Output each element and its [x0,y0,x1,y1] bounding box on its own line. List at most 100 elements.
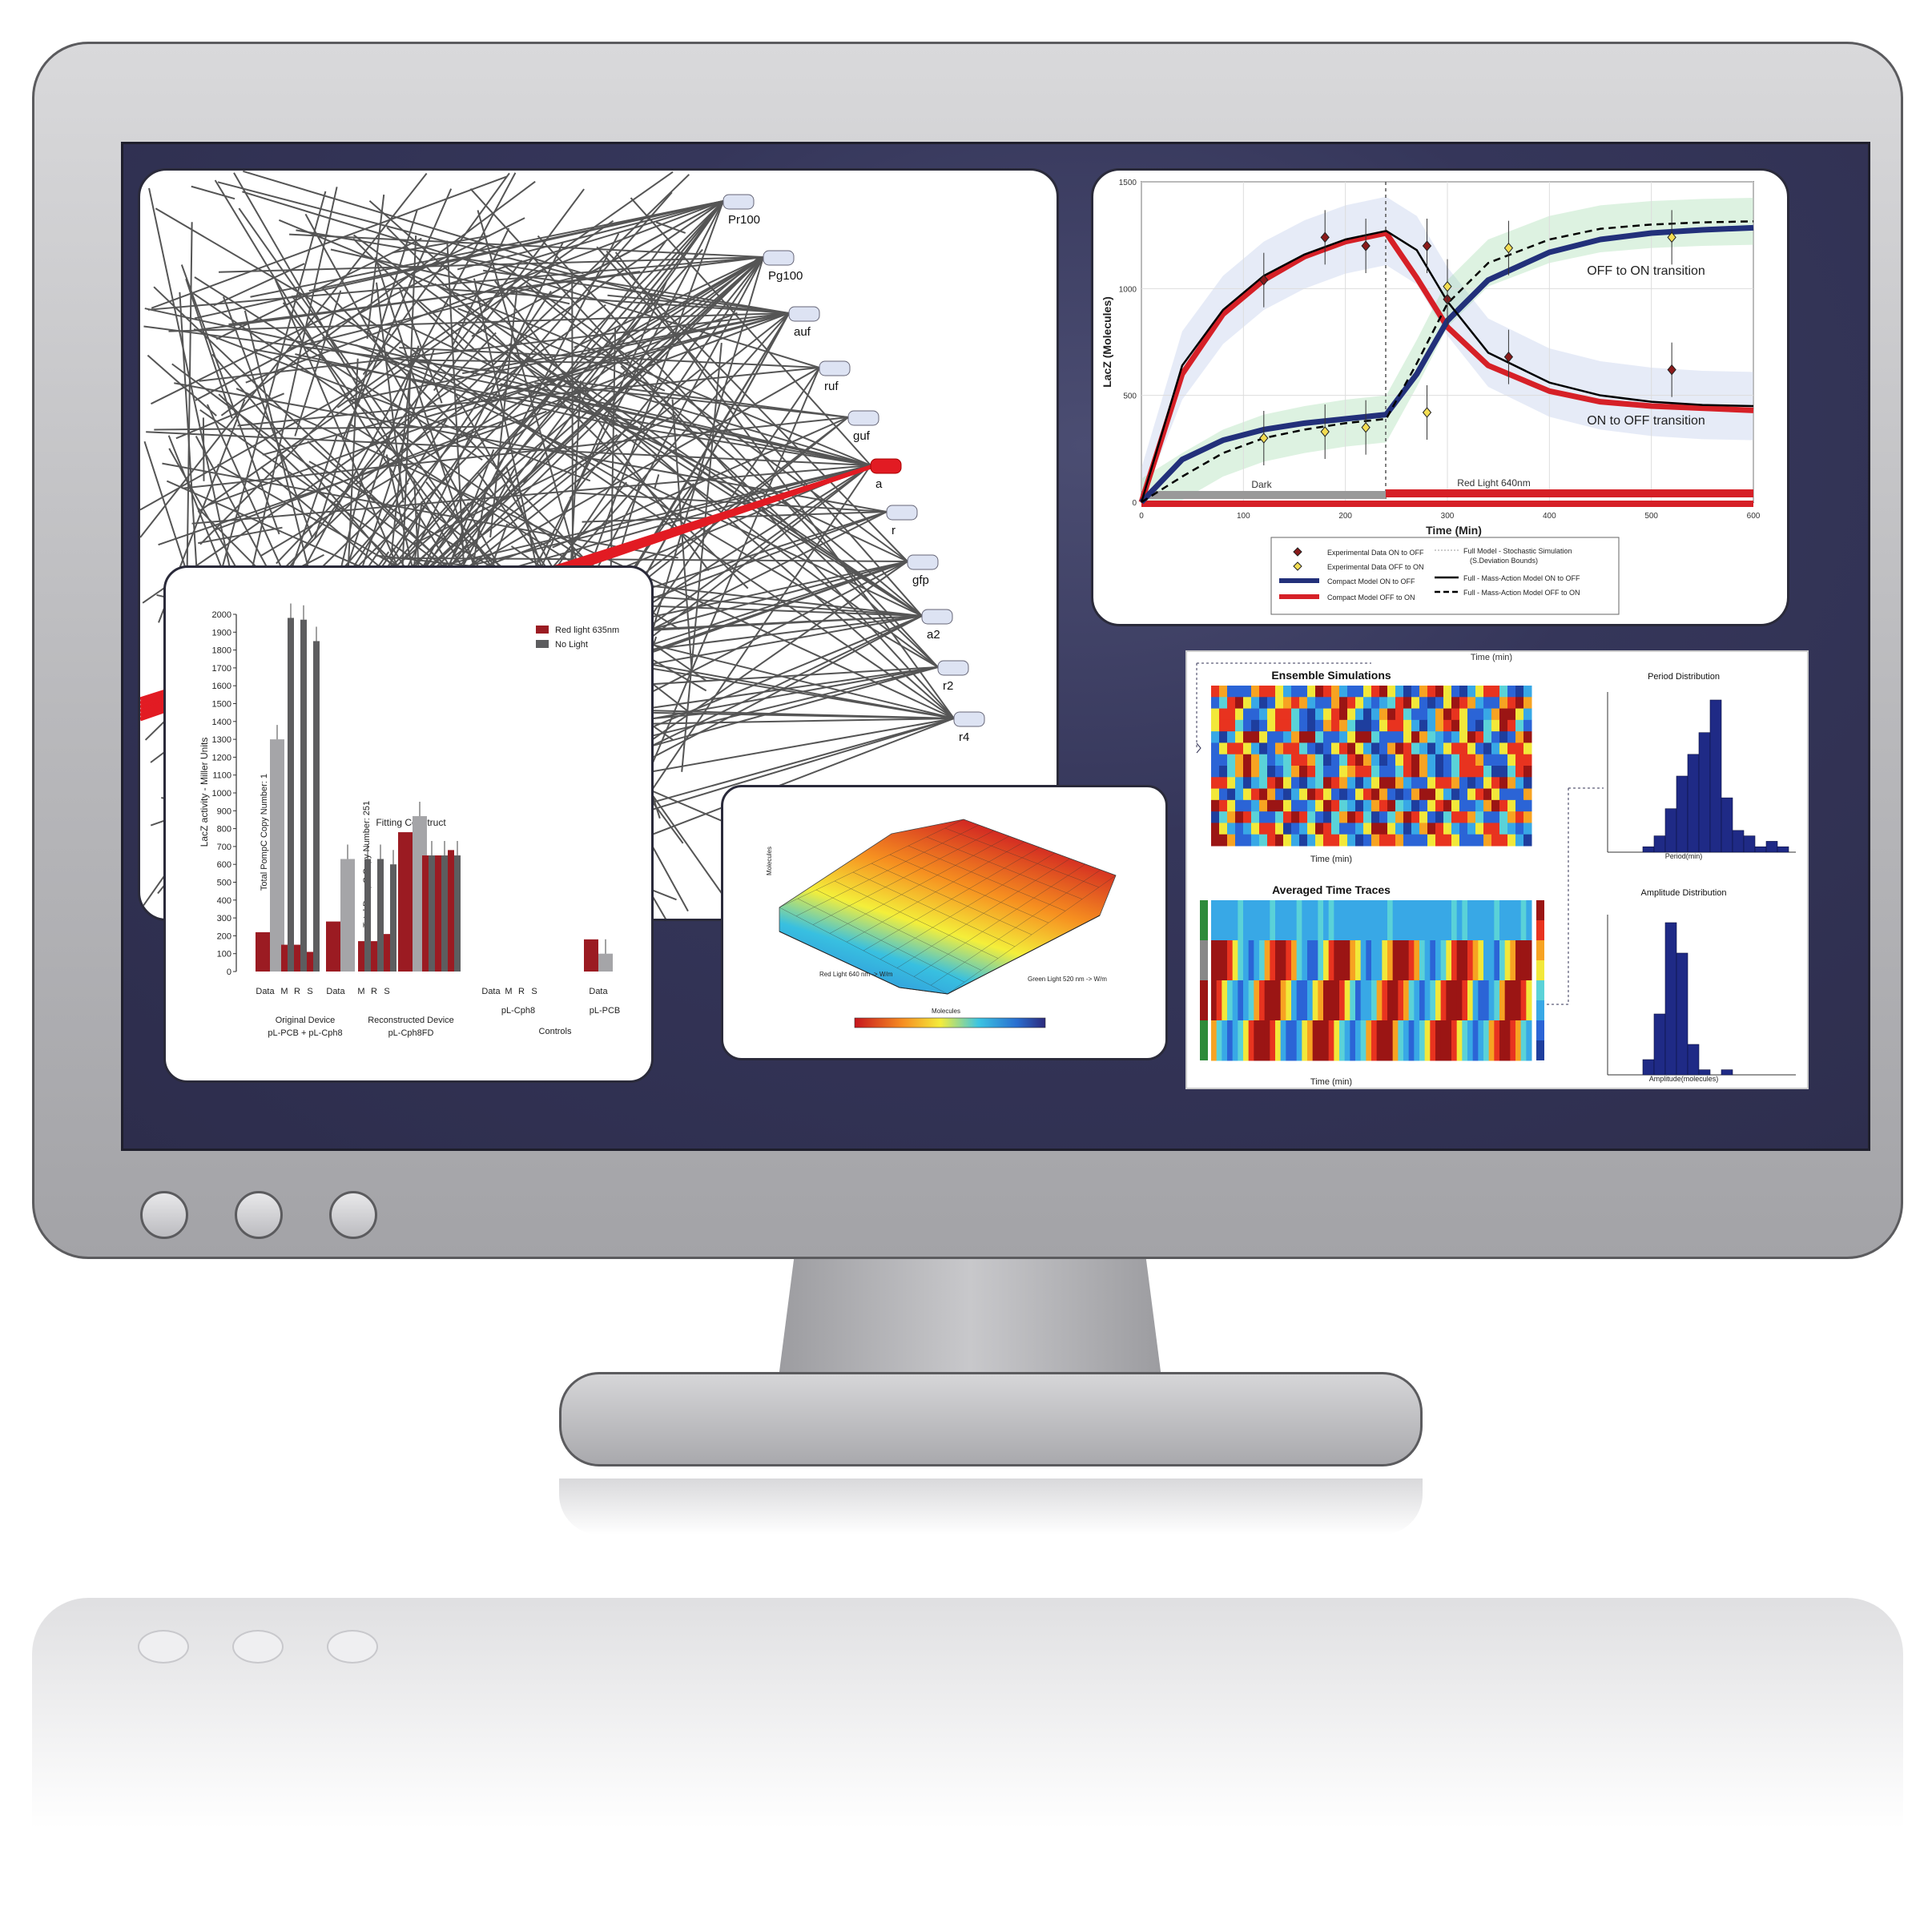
network-node-label: guf [853,429,871,443]
network-node[interactable] [921,609,953,625]
heatmap-cell [1507,686,1516,698]
heatmap-cell [1355,754,1364,766]
monitor-button-3[interactable] [329,1191,377,1239]
period-xlabel: Period(min) [1665,852,1703,860]
network-node[interactable] [886,505,918,521]
heatmap-cell [1515,697,1524,710]
heatmap-cell [1222,940,1228,981]
heatmap-cell [1526,1020,1532,1061]
heatmap-cell [1312,900,1318,941]
heatmap-cell [1430,980,1436,1021]
heatmap-cell [1299,811,1308,823]
network-node[interactable] [953,711,985,727]
x-tick-label: 0 [1139,512,1144,521]
heatmap-cell [1395,811,1404,823]
trace-group-stripe [1200,980,1208,1020]
heatmap-cell [1307,742,1316,755]
heatmap-cell [1296,940,1302,981]
heatmap-cell [1411,742,1420,755]
heatmap-cell [1467,823,1476,835]
heatmap-cell [1323,708,1332,721]
heatmap-cell [1507,811,1516,823]
network-node[interactable] [847,410,879,426]
network-node[interactable] [763,250,795,266]
heatmap-cell [1339,980,1346,1021]
heatmap-cell [1259,777,1268,790]
network-node[interactable] [870,458,902,474]
heatmap-cell [1475,697,1484,710]
group-4-sub: pL-PCB [590,1006,621,1016]
heatmap-cell [1499,1020,1506,1061]
heatmap-cell [1286,900,1292,941]
heatmap-cell [1379,766,1388,778]
y-tick-label: 500 [217,879,231,888]
monitor-button-2[interactable] [235,1191,283,1239]
network-edge [217,181,687,306]
heatmap-cell [1395,777,1404,790]
histogram-bar [1754,846,1767,853]
data-point [1320,231,1330,243]
heatmap-cell [1408,980,1415,1021]
heatmap-cell [1219,754,1228,766]
group-1-sub: pL-PCB + pL-Cph8 [268,1028,342,1038]
network-edge [147,256,764,311]
heatmap-cell [1435,900,1442,941]
histogram-bar [1777,846,1789,853]
heatmap-cell [1451,708,1460,721]
heatmap-cell [1227,834,1236,847]
heatmap-cell [1371,777,1380,790]
surface-panel: Molecules Red Light 640 nm -> W/m Green … [721,785,1168,1060]
heatmap-cell [1299,686,1308,698]
monitor-reflection [32,1598,1903,1854]
heatmap-cell [1307,686,1316,698]
heatmap-cell [1355,719,1364,732]
heatmap-cell [1371,719,1380,732]
network-edge [180,264,280,535]
x-tick-label: 600 [1747,512,1761,521]
heatmap-cell [1515,788,1524,801]
heatmap-cell [1491,766,1500,778]
heatmap-cell [1307,823,1316,835]
heatmap-colorbar-segment [1536,900,1544,920]
heatmap-cell [1419,980,1426,1021]
heatmap-cell [1395,834,1404,847]
monitor-button-1[interactable] [140,1191,188,1239]
amplitude-xlabel: Amplitude(molecules) [1649,1075,1719,1083]
heatmap-cell [1315,686,1324,698]
heatmap-cell [1515,686,1524,698]
heatmap-cell [1371,742,1380,755]
heatmap-cell [1510,900,1516,941]
heatmap-cell [1238,900,1244,941]
network-edge [569,256,764,499]
network-node[interactable] [722,194,755,210]
green-light-axis-label: Green Light 520 nm -> W/m [1028,976,1107,983]
heatmap-cell [1411,777,1420,790]
bar-red-light [256,931,270,972]
network-node[interactable] [907,554,939,570]
network-node[interactable] [819,360,851,376]
heatmap-cell [1243,834,1252,847]
heatmap-cell [1302,980,1308,1021]
heatmap-cell [1472,1020,1479,1061]
heatmap-cell [1443,766,1452,778]
heatmap-cell [1238,1020,1244,1061]
heatmap-cell [1363,823,1372,835]
network-node[interactable] [937,660,969,676]
network-edge [607,294,790,314]
heatmap-cell [1451,900,1458,941]
heatmap-cell [1299,766,1308,778]
network-node[interactable] [788,306,820,322]
heatmap-cell [1395,788,1404,801]
heatmap-cell [1283,811,1292,823]
heatmap-cell [1459,686,1468,698]
heatmap-cell [1371,686,1380,698]
heatmap-cell [1411,788,1420,801]
heatmap-cell [1283,686,1292,698]
heatmap-cell [1483,799,1492,812]
heatmap-cell [1467,742,1476,755]
heatmap-cell [1523,766,1532,778]
heatmap-cell [1347,697,1356,710]
heatmap-cell [1435,834,1444,847]
heatmap-cell [1275,719,1284,732]
y-tick-label: 1400 [212,718,231,727]
